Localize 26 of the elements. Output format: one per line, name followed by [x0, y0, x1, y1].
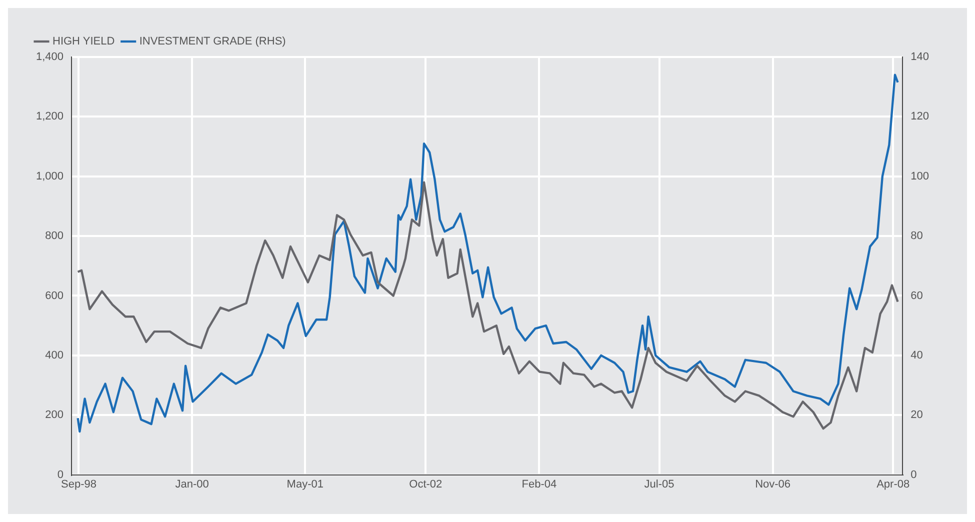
y2-tick-label: 60	[910, 290, 923, 302]
y2-tick-label: 0	[910, 468, 917, 481]
y2-tick-label: 20	[910, 409, 923, 422]
y-tick-label: 400	[45, 349, 64, 362]
x-tick-label: Apr-08	[876, 478, 910, 490]
y2-tick-label: 140	[910, 51, 930, 64]
x-tick-label: Feb-04	[522, 478, 557, 490]
y2-tick-label: 120	[910, 110, 930, 123]
x-tick-label: May-01	[286, 478, 324, 490]
y2-tick-label: 100	[910, 170, 930, 182]
x-tick-label: Oct-02	[409, 478, 442, 490]
y-tick-label: 0	[57, 468, 64, 481]
y-tick-label: 1,400	[36, 51, 64, 64]
x-tick-label: Jul-05	[644, 478, 674, 490]
y-tick-label: 600	[45, 290, 64, 302]
y2-tick-label: 80	[910, 230, 923, 242]
y-tick-label: 1,200	[36, 110, 64, 123]
legend-label: INVESTMENT GRADE (RHS)	[139, 36, 286, 48]
y-tick-label: 200	[45, 409, 64, 422]
y2-tick-label: 40	[910, 349, 923, 362]
legend-label: HIGH YIELD	[52, 36, 115, 48]
x-tick-label: Sep-98	[61, 478, 96, 490]
y-tick-label: 800	[45, 230, 64, 242]
x-tick-label: Nov-06	[755, 478, 791, 490]
x-tick-label: Jan-00	[175, 478, 209, 490]
y-tick-label: 1,000	[36, 170, 64, 182]
